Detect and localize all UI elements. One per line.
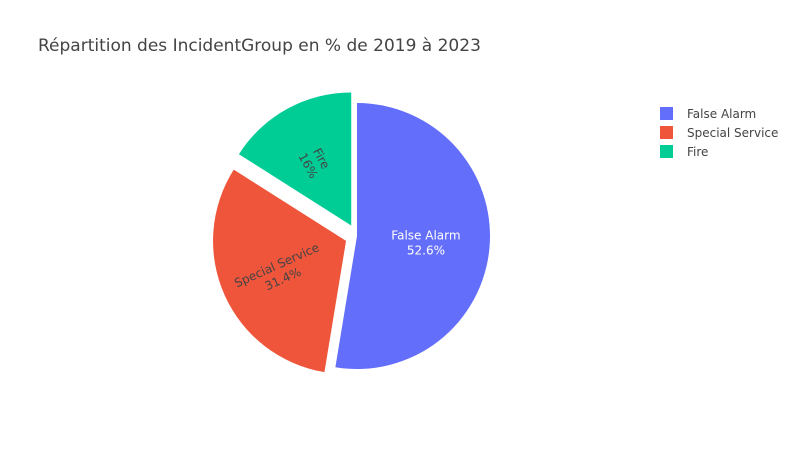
legend-swatch [660, 126, 673, 139]
pie-slices [213, 92, 490, 373]
legend-swatch [660, 145, 673, 158]
legend: False Alarm Special Service Fire [660, 107, 778, 159]
legend-label: False Alarm [687, 107, 756, 121]
legend-swatch [660, 107, 673, 120]
legend-item-fire[interactable]: Fire [660, 145, 708, 159]
legend-item-false-alarm[interactable]: False Alarm [660, 107, 756, 121]
pie-slice-special-service[interactable] [213, 169, 347, 373]
slice-label-percent: 52.6% [407, 244, 445, 258]
legend-item-special-service[interactable]: Special Service [660, 126, 778, 140]
legend-label: Fire [687, 145, 708, 159]
slice-label-name: False Alarm [391, 229, 460, 243]
legend-label: Special Service [687, 126, 778, 140]
pie-slice-false-alarm[interactable] [335, 103, 490, 369]
chart-title: Répartition des IncidentGroup en % de 20… [38, 36, 481, 56]
pie-slice-fire[interactable] [238, 92, 352, 226]
